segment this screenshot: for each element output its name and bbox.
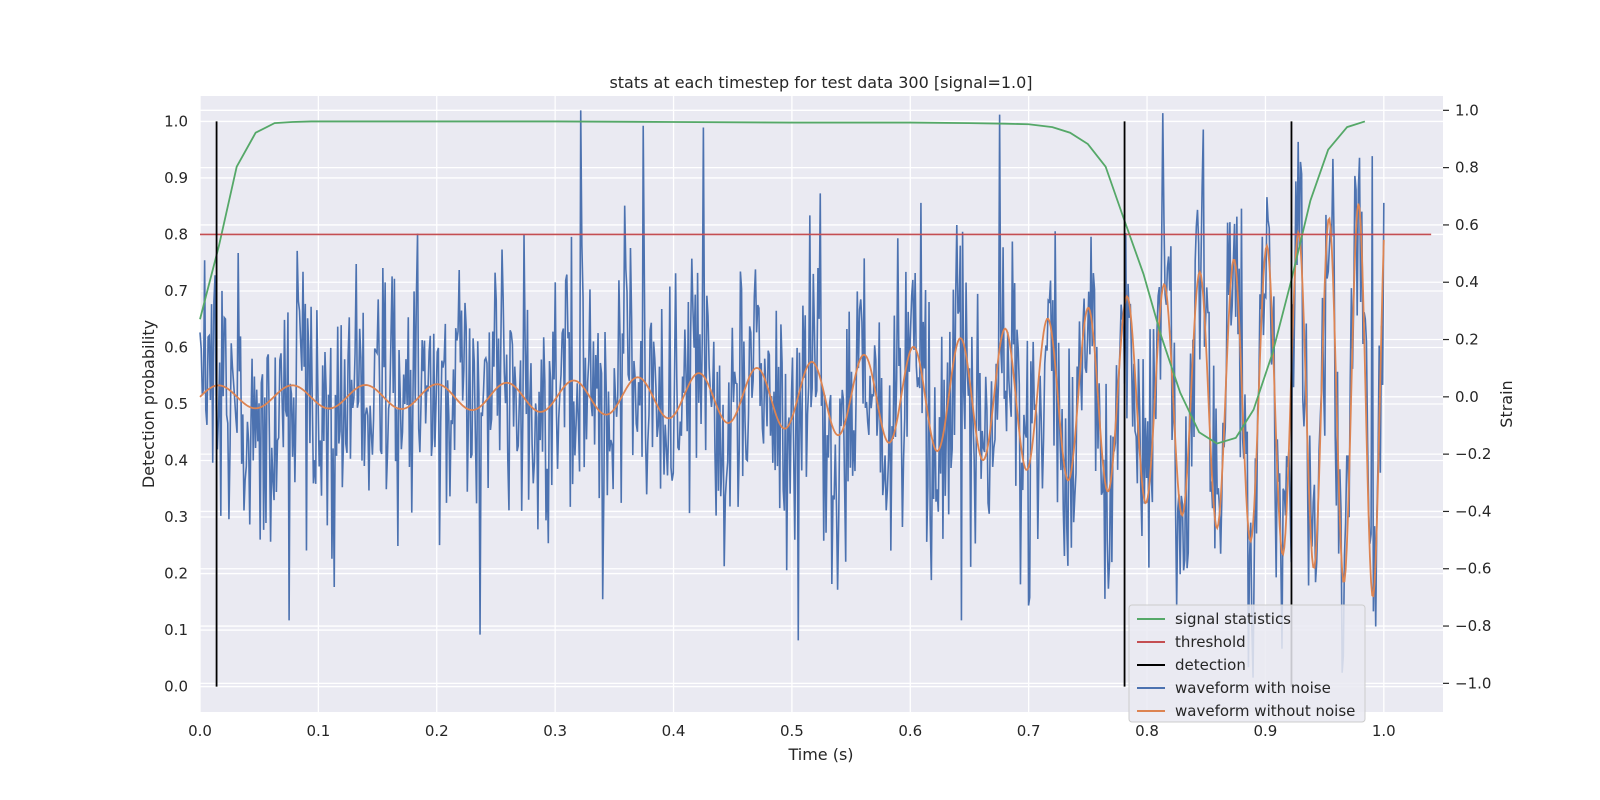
- series-lines: [199, 110, 1432, 687]
- y-tick-label-2: 0.2: [164, 565, 188, 583]
- x-axis-label: Time (s): [787, 745, 853, 764]
- y-axis-label: Detection probability: [139, 320, 158, 488]
- bottom-axis: 0.0 0.1 0.2 0.3 0.4 0.5 0.6 0.7 0.8 0.9 1.0: [188, 722, 1396, 740]
- y-tick-label-6: 0.6: [164, 338, 188, 356]
- x-tick-label-4: 0.4: [662, 722, 686, 740]
- legend: signal statistics threshold detection wavef…: [1128, 604, 1366, 723]
- x-tick-label-6: 0.6: [898, 722, 922, 740]
- y2-tick-label-1: −0.8: [1455, 617, 1491, 635]
- x-tick-label-5: 0.5: [780, 722, 804, 740]
- legend-label-1: threshold: [1175, 633, 1246, 651]
- y-tick-label-1: 0.1: [164, 621, 188, 639]
- y2-tick-label-0: −1.0: [1455, 674, 1491, 692]
- y-tick-label-9: 0.9: [164, 169, 188, 187]
- x-tick-label-7: 0.7: [1017, 722, 1041, 740]
- legend-label-4: waveform without noise: [1175, 702, 1355, 720]
- y-tick-label-7: 0.7: [164, 282, 188, 300]
- legend-label-0: signal statistics: [1175, 610, 1291, 628]
- legend-label-2: detection: [1175, 656, 1246, 674]
- series-waveform-without-noise: [199, 203, 1385, 598]
- y2-tick-label-7: 0.4: [1455, 273, 1479, 291]
- y-tick-label-4: 0.4: [164, 452, 188, 470]
- x-tick-label-1: 0.1: [306, 722, 330, 740]
- x-tick-label-8: 0.8: [1135, 722, 1159, 740]
- y2-tick-label-4: −0.2: [1455, 445, 1491, 463]
- y-tick-label-10: 1.0: [164, 112, 188, 130]
- right-axis: −1.0 −0.8 −0.6 −0.4 −0.2 0.0 0.2 0.4 0.6 0.8 1.0: [1443, 101, 1491, 692]
- y2-axis-label: Strain: [1497, 380, 1516, 427]
- y2-tick-label-10: 1.0: [1455, 101, 1479, 119]
- y2-tick-label-9: 0.8: [1455, 159, 1479, 177]
- x-tick-label-10: 1.0: [1372, 722, 1396, 740]
- y-tick-label-3: 0.3: [164, 508, 188, 526]
- x-tick-label-0: 0.0: [188, 722, 212, 740]
- chart-title: stats at each timestep for test data 300…: [609, 73, 1032, 92]
- left-axis: 0.0 0.1 0.2 0.3 0.4 0.5 0.6 0.7 0.8 0.9 1.0: [164, 112, 188, 695]
- y2-tick-label-8: 0.6: [1455, 216, 1479, 234]
- legend-box: [1128, 604, 1366, 723]
- y2-tick-label-2: −0.6: [1455, 560, 1491, 578]
- y2-tick-label-5: 0.0: [1455, 388, 1479, 406]
- y-tick-label-8: 0.8: [164, 225, 188, 243]
- y2-tick-label-6: 0.2: [1455, 331, 1479, 349]
- x-tick-label-9: 0.9: [1253, 722, 1277, 740]
- legend-label-3: waveform with noise: [1175, 679, 1331, 697]
- x-tick-label-3: 0.3: [543, 722, 567, 740]
- series-signal-statistics: [199, 120, 1366, 445]
- y2-tick-label-3: −0.4: [1455, 502, 1491, 520]
- y-tick-label-5: 0.5: [164, 395, 188, 413]
- x-tick-label-2: 0.2: [425, 722, 449, 740]
- y-tick-label-0: 0.0: [164, 678, 188, 696]
